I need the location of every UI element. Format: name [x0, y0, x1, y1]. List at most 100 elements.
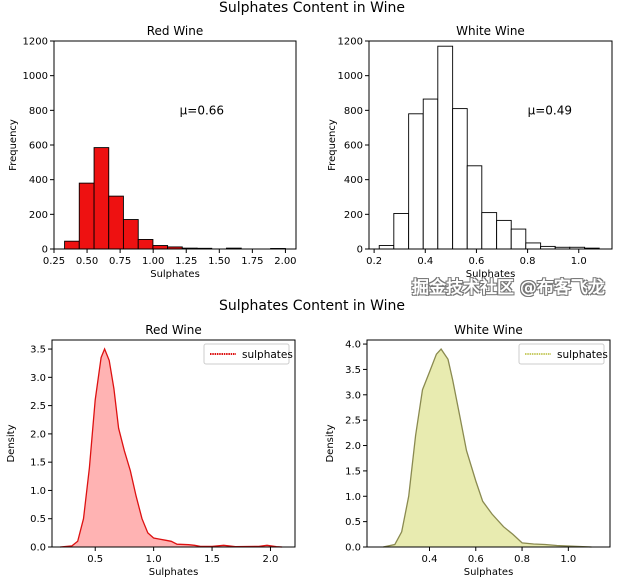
legend-box	[518, 343, 605, 365]
mean-annotation: μ=0.66	[180, 103, 224, 117]
legend-label: sulphates	[557, 349, 608, 361]
x-tick-label: 0.25	[43, 256, 65, 267]
mean-annotation: μ=0.49	[528, 103, 572, 117]
subplot-2: μ=0.49 0.2 0.4 0.6 0.8 1.0 0 200 400 600 800 1000 12…	[327, 24, 613, 280]
y-tick-label: 2.0	[30, 429, 46, 440]
figure-1-suptitle: Sulphates Content in Wine	[218, 0, 406, 16]
y-tick-label: 0	[357, 245, 363, 256]
y-tick-label: 2.0	[345, 441, 361, 452]
x-tick-label: 1.0	[571, 256, 587, 267]
y-tick-label: 0	[42, 245, 48, 256]
histogram-bar	[422, 98, 439, 250]
y-tick-label: 1200	[23, 37, 48, 48]
y-tick-label: 1000	[338, 71, 363, 82]
y-axis-label: Frequency	[327, 119, 338, 171]
x-tick-label: 0.6	[468, 256, 484, 267]
x-tick-label: 1.75	[241, 256, 263, 267]
histogram-bar	[108, 195, 124, 250]
kde-line	[60, 347, 283, 548]
y-tick-label: 800	[344, 106, 363, 117]
x-tick-label: 0.50	[76, 256, 98, 267]
x-axis-label: Sulphates	[149, 567, 199, 578]
y-axis-label: Frequency	[8, 119, 19, 171]
y-tick-label: 0.0	[345, 543, 361, 554]
histogram-bar	[78, 182, 95, 250]
y-tick-label: 0.5	[30, 514, 46, 525]
legend: sulphates	[518, 343, 608, 365]
x-tick-label: 0.8	[514, 554, 530, 565]
histogram-bar	[496, 219, 512, 250]
y-tick-label: 4.0	[345, 340, 361, 351]
y-tick-label: 3.5	[345, 365, 361, 376]
x-tick-label: 1.50	[208, 256, 230, 267]
y-tick-label: 1000	[23, 71, 48, 82]
y-tick-label: 600	[344, 141, 363, 152]
x-tick-label: 1.0	[560, 554, 576, 565]
subplot-1: μ=0.66 0.25 0.50 0.75 1.00 1.25 1.50 1.75 2.00 0 2…	[8, 24, 297, 280]
axes-frame	[51, 339, 296, 548]
x-tick-label: 0.2	[366, 256, 382, 267]
histogram-bar	[408, 113, 424, 250]
subplot-4: sulphates 0.4 0.6 0.8 1.0 0.0 0.5 1.0 1.5 2.0 2.5 3…	[325, 323, 611, 578]
subplot-title: White Wine	[456, 24, 525, 38]
x-axis-label: Sulphates	[150, 269, 200, 280]
subplot-title: White Wine	[454, 323, 523, 337]
x-tick-label: 1.25	[175, 256, 197, 267]
histogram-bar	[122, 219, 139, 250]
watermark: 掘金技术社区 @布客飞龙	[412, 278, 605, 298]
y-tick-label: 1.0	[345, 492, 361, 503]
y-axis-label: Density	[6, 424, 17, 462]
x-tick-label: 0.5	[87, 554, 103, 565]
y-tick-label: 0.5	[345, 517, 361, 528]
x-tick-label: 0.75	[109, 256, 131, 267]
x-axis-label: Sulphates	[464, 567, 514, 578]
x-tick-label: 0.4	[417, 256, 433, 267]
y-tick-label: 0.0	[30, 543, 46, 554]
y-tick-label: 2.5	[30, 401, 46, 412]
subplot-3: sulphates 0.5 1.0 1.5 2.0 0.0 0.5 1.0 1.5 2.0 2.5 3…	[6, 323, 296, 578]
x-tick-label: 2.0	[263, 554, 279, 565]
y-tick-label: 1200	[338, 37, 363, 48]
legend: sulphates	[203, 343, 293, 365]
y-tick-label: 400	[29, 175, 48, 186]
subplot-title: Red Wine	[147, 24, 204, 38]
histogram-bar	[152, 245, 169, 250]
y-tick-label: 400	[344, 175, 363, 186]
y-tick-label: 800	[29, 106, 48, 117]
figure-2-suptitle: Sulphates Content in Wine	[218, 298, 406, 314]
histogram-bar	[510, 228, 527, 250]
y-tick-label: 3.0	[30, 373, 46, 384]
x-tick-label: 0.8	[520, 256, 536, 267]
y-tick-label: 1.5	[345, 466, 361, 477]
histogram-bar	[481, 212, 498, 250]
legend-label: sulphates	[242, 349, 293, 361]
histogram-bar	[378, 245, 395, 250]
histogram-bar	[525, 242, 542, 250]
y-tick-label: 3.0	[345, 390, 361, 401]
histogram-bar	[93, 147, 110, 250]
y-tick-label: 200	[29, 210, 48, 221]
histogram-bar	[137, 239, 154, 250]
y-axis-label: Density	[325, 424, 336, 462]
kde-fill	[60, 349, 283, 547]
y-tick-label: 1.0	[30, 486, 46, 497]
y-tick-label: 200	[344, 210, 363, 221]
kde-line	[383, 348, 592, 548]
histogram-bar	[437, 45, 454, 250]
axes-frame	[366, 339, 611, 548]
x-tick-label: 1.0	[146, 554, 162, 565]
histogram-bar	[393, 213, 410, 250]
x-tick-label: 1.5	[204, 554, 220, 565]
x-tick-label: 0.4	[422, 554, 438, 565]
kde-fill	[383, 349, 592, 547]
x-tick-label: 2.00	[274, 256, 296, 267]
histogram-bar	[466, 165, 483, 250]
histogram-bar	[64, 240, 80, 250]
y-tick-label: 3.5	[30, 345, 46, 356]
legend-box	[203, 343, 290, 365]
x-tick-label: 1.00	[142, 256, 164, 267]
x-axis-label: Sulphates	[466, 269, 516, 280]
y-tick-label: 1.5	[30, 458, 46, 469]
histogram-bar	[452, 108, 468, 250]
